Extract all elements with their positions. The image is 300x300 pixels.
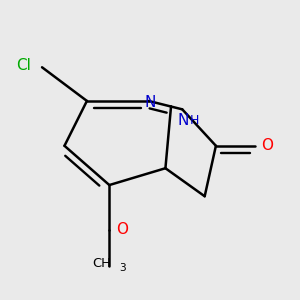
Text: H: H [190, 114, 200, 127]
Text: N: N [144, 95, 156, 110]
Text: N: N [178, 113, 189, 128]
Text: O: O [261, 138, 273, 153]
Text: CH: CH [92, 257, 111, 270]
Text: O: O [116, 222, 128, 237]
Text: Cl: Cl [16, 58, 31, 74]
Text: 3: 3 [119, 263, 126, 273]
